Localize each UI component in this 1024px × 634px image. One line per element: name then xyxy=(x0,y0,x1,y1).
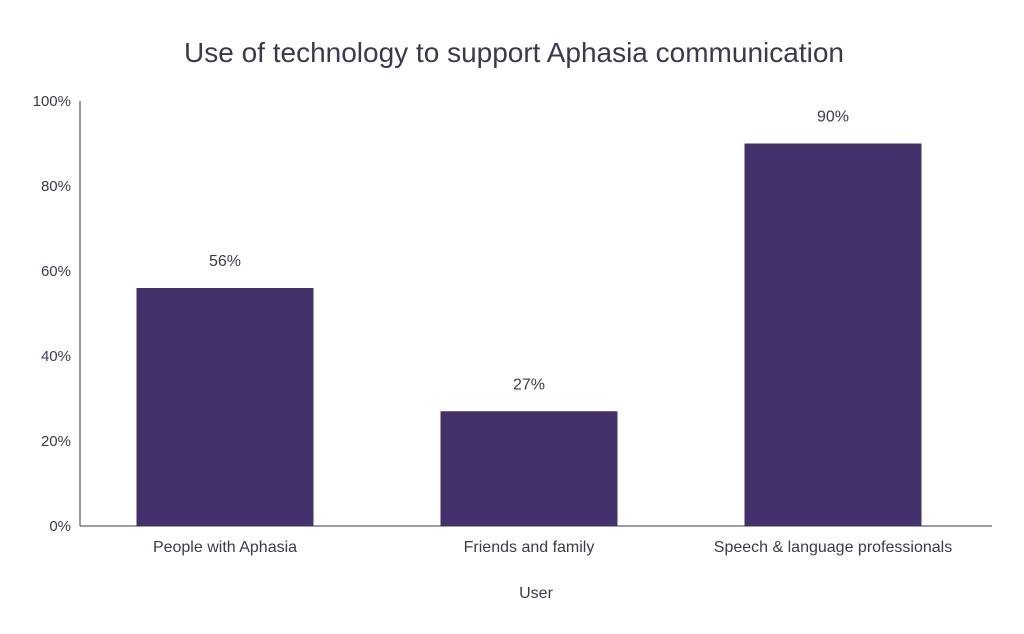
chart-title: Use of technology to support Aphasia com… xyxy=(184,37,844,68)
bar-value-label: 56% xyxy=(209,253,241,270)
y-tick-label: 80% xyxy=(41,178,71,195)
y-axis-ticks: 0% 20% 40% 60% 80% 100% xyxy=(33,93,71,535)
x-category-label: Friends and family xyxy=(464,539,595,556)
data-labels-group: 56% 27% 90% xyxy=(209,109,849,394)
y-tick-label: 40% xyxy=(41,348,71,365)
y-tick-label: 100% xyxy=(33,93,71,110)
bar xyxy=(744,143,922,526)
bar xyxy=(440,411,618,526)
x-category-label: People with Aphasia xyxy=(153,539,297,556)
bars-group xyxy=(136,143,922,526)
y-tick-label: 60% xyxy=(41,263,71,280)
x-category-label: Speech & language professionals xyxy=(714,539,952,556)
y-tick-label: 0% xyxy=(49,518,71,535)
x-axis-labels: People with Aphasia Friends and family Spe… xyxy=(153,539,952,556)
y-tick-label: 20% xyxy=(41,433,71,450)
bar-value-label: 27% xyxy=(513,376,545,393)
bar xyxy=(136,288,314,526)
x-axis-title: User xyxy=(519,585,553,602)
bar-value-label: 90% xyxy=(817,109,849,126)
